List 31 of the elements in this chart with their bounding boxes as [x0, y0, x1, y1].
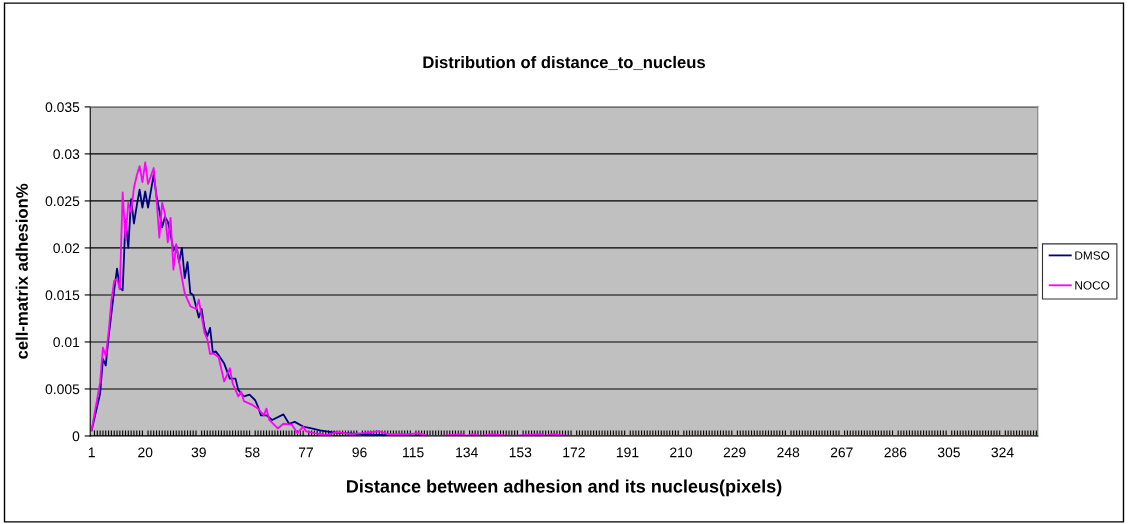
- y-tick-label: 0.03: [53, 149, 80, 160]
- legend-label: DMSO: [1075, 251, 1110, 260]
- x-axis-title: Distance between adhesion and its nucleus(pixels): [347, 479, 782, 497]
- x-tick-label: 115: [403, 447, 424, 458]
- x-tick-label: 229: [723, 447, 746, 458]
- x-tick-label: 210: [670, 447, 693, 458]
- x-tick-label: 286: [884, 447, 907, 458]
- y-tick-label: 0.02: [53, 243, 80, 254]
- x-tick-label: 134: [456, 447, 478, 458]
- y-tick-label: 0.015: [45, 290, 80, 301]
- x-tick-label: 172: [563, 447, 585, 458]
- x-tick-label: 248: [777, 447, 800, 458]
- x-tick-label: 267: [830, 447, 853, 458]
- chart-title: Distribution of distance_to_nucleus: [423, 55, 706, 71]
- y-tick-label: 0.005: [45, 384, 80, 395]
- y-tick-label: 0.035: [45, 102, 80, 113]
- legend-label: NOCO: [1075, 281, 1110, 290]
- x-tick-label: 96: [352, 447, 367, 458]
- x-tick-label: 191: [616, 447, 639, 458]
- x-tick-label: 77: [298, 447, 313, 458]
- x-tick-label: 58: [245, 447, 260, 458]
- x-tick-label: 20: [138, 447, 153, 458]
- y-tick-label: 0: [72, 431, 80, 442]
- x-tick-label: 153: [509, 447, 532, 458]
- x-tick-label: 305: [937, 447, 960, 458]
- y-axis-title: cell-matrix adhesion%: [15, 183, 28, 359]
- y-tick-label: 0.025: [45, 196, 80, 207]
- y-tick-label: 0.01: [53, 337, 80, 348]
- x-tick-label: 39: [191, 447, 206, 458]
- x-tick-label: 1: [88, 447, 95, 458]
- x-tick-label: 324: [991, 447, 1014, 458]
